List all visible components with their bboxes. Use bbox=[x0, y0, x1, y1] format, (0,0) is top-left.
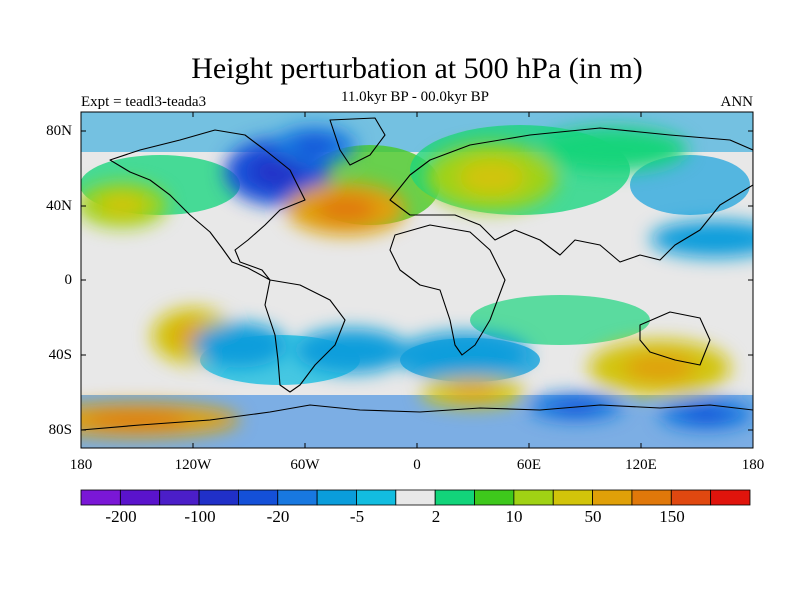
lon-label-0: 0 bbox=[413, 457, 421, 473]
anomaly-core bbox=[99, 194, 145, 217]
colorbar-label: 2 bbox=[431, 507, 441, 526]
anomaly-core bbox=[293, 136, 335, 155]
anomaly-blob bbox=[295, 328, 408, 374]
map-title: Height perturbation at 500 hPa (in m) bbox=[191, 52, 643, 85]
colorbar-label: -5 bbox=[349, 507, 365, 526]
coast-africa bbox=[389, 224, 506, 356]
colorbar-swatch bbox=[631, 489, 672, 506]
coast-south-america bbox=[264, 279, 346, 393]
lon-label-120e: 120E bbox=[625, 457, 657, 473]
anomaly-core bbox=[459, 160, 525, 195]
colorbar-label: 50 bbox=[584, 507, 602, 526]
colorbar-swatch bbox=[159, 489, 200, 506]
anomaly-core bbox=[316, 196, 376, 223]
colorbar-label: 150 bbox=[659, 507, 685, 526]
coastlines bbox=[81, 117, 753, 431]
anomaly-blob bbox=[398, 332, 529, 378]
lat-label-80n: 80N bbox=[46, 123, 72, 139]
colorbar-swatch bbox=[592, 489, 633, 506]
anomaly-core bbox=[250, 154, 304, 189]
coast-north-america bbox=[109, 129, 306, 281]
colorbar-swatch bbox=[395, 489, 436, 506]
coast-australia bbox=[639, 311, 711, 366]
coast-eurasia bbox=[389, 127, 753, 263]
colorbar-swatch bbox=[80, 489, 121, 506]
lat-label-80s: 80S bbox=[48, 422, 72, 438]
anomaly-core bbox=[683, 406, 730, 422]
colorbar-swatch bbox=[277, 489, 318, 506]
colorbar-swatch bbox=[513, 489, 554, 506]
anomaly-blobs bbox=[81, 126, 753, 437]
colorbar-swatch bbox=[119, 489, 161, 506]
colorbar-swatch bbox=[238, 489, 279, 506]
colorbar-label: 10 bbox=[505, 507, 523, 526]
coast-greenland bbox=[329, 117, 386, 166]
colorbar-label: -20 bbox=[266, 507, 290, 526]
lat-label-40s: 40S bbox=[48, 347, 72, 363]
lon-label-180w: 180 bbox=[69, 457, 93, 473]
lon-label-60e: 60E bbox=[516, 457, 542, 473]
anomaly-core bbox=[85, 411, 189, 429]
lat-label-40n: 40N bbox=[46, 198, 72, 214]
anomaly-blob bbox=[538, 126, 688, 172]
colorbar-swatch bbox=[434, 489, 475, 506]
lon-label-120w: 120W bbox=[174, 457, 212, 473]
colorbar-swatch bbox=[474, 489, 515, 506]
colorbar-swatch bbox=[316, 489, 357, 506]
map-subtitle: 11.0kyr BP - 00.0kyr BP bbox=[340, 89, 490, 105]
experiment-label: Expt = teadl3-teada3 bbox=[81, 94, 207, 110]
lon-label-180e: 180 bbox=[741, 457, 765, 473]
colorbar-label: -100 bbox=[184, 507, 216, 526]
anomaly-core bbox=[446, 384, 500, 400]
coast-antarctica bbox=[81, 404, 753, 431]
field-indian-ocean bbox=[470, 295, 650, 345]
colorbar-swatch bbox=[552, 489, 593, 506]
colorbar-label: -200 bbox=[105, 507, 137, 526]
field-asia-east bbox=[630, 155, 750, 215]
lat-ticks bbox=[81, 130, 753, 431]
anomaly-blob bbox=[650, 220, 753, 258]
colorbar-swatch bbox=[356, 489, 397, 506]
anomaly-blob bbox=[193, 322, 287, 368]
colorbar-swatch bbox=[670, 489, 712, 506]
colorbar-swatch bbox=[710, 489, 751, 506]
lon-ticks bbox=[192, 112, 642, 448]
lon-label-60w: 60W bbox=[290, 457, 320, 473]
lat-label-0: 0 bbox=[64, 272, 73, 288]
colorbar-swatch bbox=[198, 489, 239, 506]
season-label: ANN bbox=[720, 94, 754, 110]
